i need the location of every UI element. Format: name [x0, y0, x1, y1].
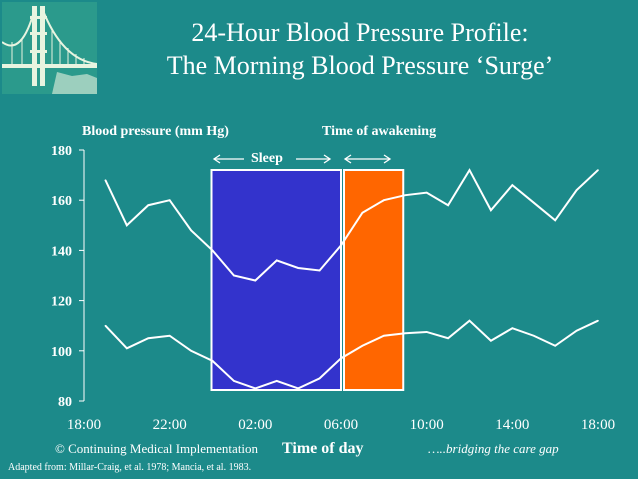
- awakening-arrowhead-left: [343, 154, 352, 164]
- data-point: [490, 209, 492, 212]
- data-point: [468, 319, 471, 322]
- data-point: [404, 194, 407, 196]
- data-point: [168, 199, 171, 201]
- source-credit: Adapted from: Millar-Craig, et al. 1978;…: [8, 462, 252, 473]
- data-point: [297, 387, 299, 390]
- y-tick-label: 100: [51, 345, 72, 360]
- awakening-arrowhead-right: [383, 154, 392, 164]
- sleep-label: Sleep: [251, 151, 283, 166]
- data-point: [126, 224, 128, 227]
- data-point: [597, 169, 599, 171]
- data-point: [383, 199, 385, 201]
- data-point: [532, 201, 535, 204]
- data-point: [254, 279, 257, 282]
- sleep-period-bar: [210, 169, 342, 391]
- data-point: [168, 334, 171, 337]
- data-point: [425, 191, 428, 194]
- x-tick-label: 18:00: [581, 417, 615, 433]
- x-tick-label: 18:00: [67, 417, 101, 433]
- data-point: [447, 337, 449, 340]
- data-point: [233, 380, 235, 382]
- y-tick-label: 180: [51, 144, 72, 159]
- data-point: [254, 387, 257, 390]
- data-point: [404, 332, 407, 335]
- x-tick-label: 02:00: [238, 417, 272, 433]
- x-tick-label: 10:00: [410, 417, 444, 433]
- data-point: [318, 377, 321, 380]
- y-tick-label: 160: [51, 194, 72, 209]
- awakening-period-bar: [343, 169, 405, 391]
- data-point: [554, 219, 556, 222]
- data-point: [190, 229, 192, 232]
- data-point: [104, 324, 107, 327]
- x-tick-label: 22:00: [153, 417, 187, 433]
- data-point: [361, 344, 364, 347]
- y-tick-label: 140: [51, 244, 72, 259]
- y-axis-label: Blood pressure (mm Hg): [82, 124, 229, 139]
- data-point: [575, 329, 578, 332]
- x-axis-label: Time of day: [282, 440, 364, 457]
- data-point: [211, 249, 214, 252]
- data-point: [490, 339, 492, 342]
- data-point: [383, 334, 385, 337]
- data-point: [340, 357, 342, 360]
- data-point: [554, 344, 556, 347]
- golden-gate-bridge-icon: [1, 2, 98, 94]
- y-tick-label: 80: [58, 395, 72, 410]
- data-point: [147, 204, 150, 207]
- sleep-arrowhead-right: [323, 154, 332, 164]
- data-point: [297, 267, 299, 269]
- data-point: [275, 380, 278, 382]
- systolic-line: [104, 168, 599, 282]
- data-point: [318, 269, 321, 272]
- data-point: [211, 360, 214, 362]
- data-point: [597, 319, 599, 322]
- x-tick-label: 14:00: [495, 417, 529, 433]
- data-point: [361, 211, 364, 214]
- data-point: [447, 204, 449, 207]
- data-point: [104, 179, 107, 181]
- data-point: [575, 189, 578, 191]
- data-point: [425, 331, 428, 333]
- data-point: [340, 244, 342, 247]
- awakening-label: Time of awakening: [322, 124, 437, 139]
- footer-left: © Continuing Medical Implementation: [55, 441, 259, 456]
- data-point: [275, 259, 278, 262]
- y-tick-label: 120: [51, 295, 72, 310]
- data-point: [126, 347, 128, 350]
- data-point: [511, 327, 514, 330]
- data-point: [233, 274, 235, 277]
- slide-title-line-2: The Morning Blood Pressure ‘Surge’: [166, 51, 554, 80]
- x-tick-label: 06:00: [324, 417, 358, 433]
- data-point: [532, 334, 535, 337]
- slide-title-line-1: 24-Hour Blood Pressure Profile:: [191, 18, 529, 47]
- sleep-arrowhead-left: [212, 154, 221, 164]
- data-point: [511, 184, 514, 186]
- footer-right: …..bridging the care gap: [428, 441, 559, 456]
- diastolic-line: [104, 319, 599, 390]
- data-point: [190, 350, 192, 352]
- data-point: [147, 337, 150, 340]
- data-point: [468, 169, 471, 171]
